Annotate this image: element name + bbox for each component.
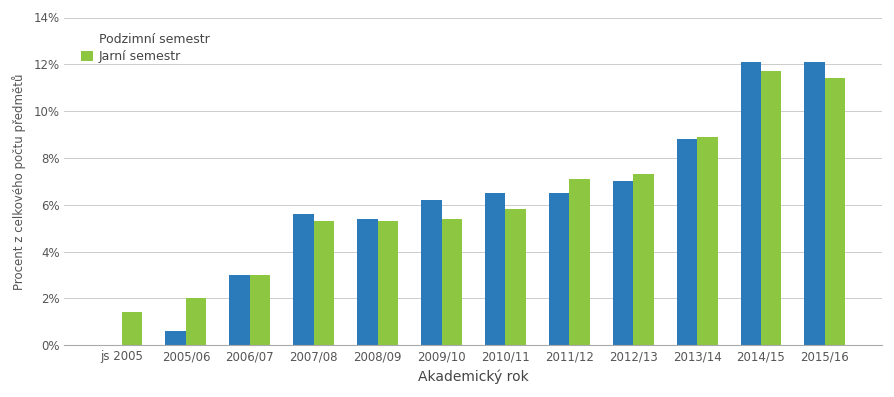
Bar <box>804 62 824 345</box>
Bar <box>165 331 186 345</box>
X-axis label: Akademický rok: Akademický rok <box>417 370 528 385</box>
Bar <box>632 174 653 345</box>
Bar <box>485 193 505 345</box>
Bar <box>548 193 569 345</box>
Y-axis label: Procent z celkového počtu předmětů: Procent z celkového počtu předmětů <box>13 73 27 289</box>
Bar <box>249 275 270 345</box>
Legend: Podzimní semestr, Jarní semestr: Podzimní semestr, Jarní semestr <box>79 30 212 66</box>
Bar <box>612 181 632 345</box>
Bar <box>420 200 441 345</box>
Bar <box>441 219 461 345</box>
Bar <box>676 139 696 345</box>
Bar <box>569 179 589 345</box>
Bar <box>122 312 142 345</box>
Bar <box>314 221 333 345</box>
Bar <box>186 299 207 345</box>
Bar <box>293 214 314 345</box>
Bar <box>229 275 249 345</box>
Bar <box>505 210 526 345</box>
Bar <box>739 62 760 345</box>
Bar <box>357 219 377 345</box>
Bar <box>824 78 844 345</box>
Bar <box>760 71 780 345</box>
Bar <box>377 221 398 345</box>
Bar <box>696 137 717 345</box>
